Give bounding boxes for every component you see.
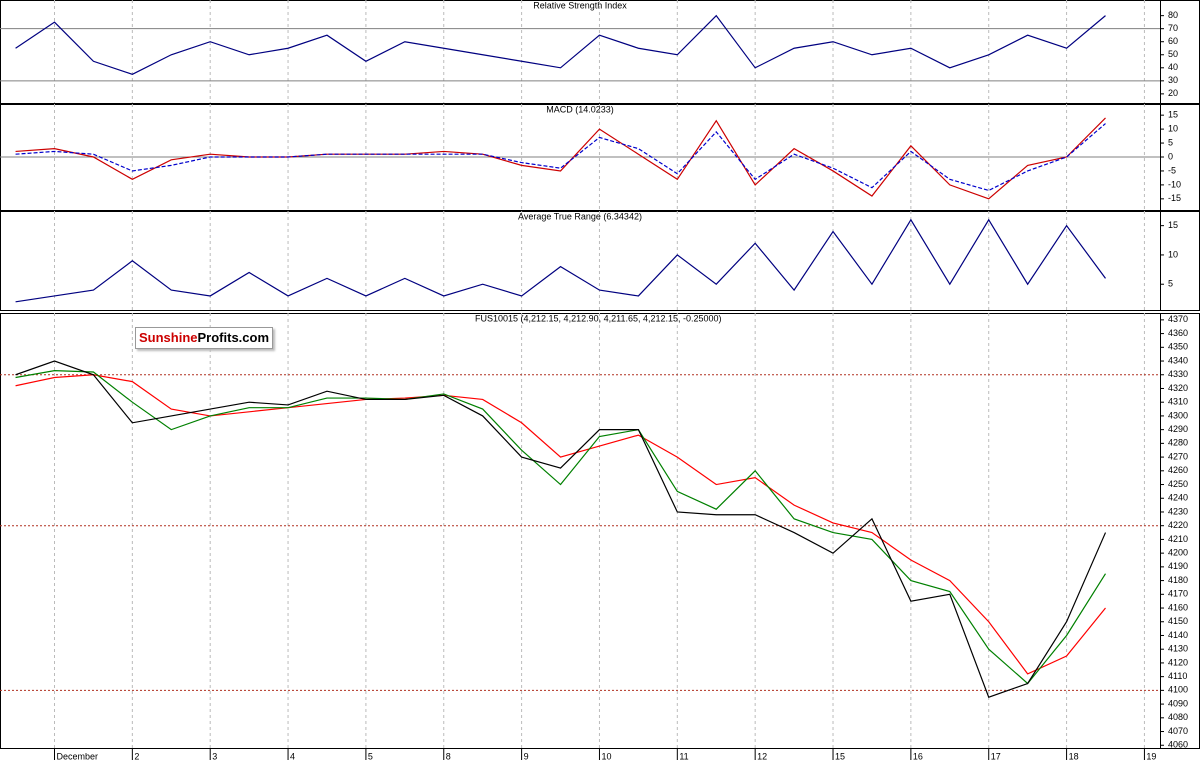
y-tick-label: 4230 <box>1168 506 1188 516</box>
panel-title: Average True Range (6.34342) <box>518 211 642 221</box>
panel-title: Relative Strength Index <box>533 0 627 10</box>
y-tick-label: 80 <box>1168 10 1178 20</box>
logo-rest: Profits.com <box>197 330 270 345</box>
y-tick-label: 4170 <box>1168 589 1188 599</box>
y-tick-label: 4280 <box>1168 438 1188 448</box>
y-tick-label: 4270 <box>1168 451 1188 461</box>
y-tick-label: 4300 <box>1168 410 1188 420</box>
y-tick-label: 4360 <box>1168 328 1188 338</box>
series-line <box>15 14 1106 75</box>
x-tick-label: 15 <box>835 751 845 761</box>
panel-frame <box>0 313 1200 749</box>
y-tick-label: 4070 <box>1168 726 1188 736</box>
y-tick-label: 4180 <box>1168 575 1188 585</box>
x-tick-label: 16 <box>913 751 923 761</box>
y-tick-label: 40 <box>1168 62 1178 72</box>
y-tick-label: 4150 <box>1168 616 1188 626</box>
y-tick-label: 0 <box>1168 151 1173 161</box>
y-tick-label: 20 <box>1168 88 1178 98</box>
y-tick-label: 4290 <box>1168 424 1188 434</box>
x-tick-label: 18 <box>1069 751 1079 761</box>
logo-brand: Sunshine <box>138 330 198 345</box>
y-tick-label: -15 <box>1168 193 1181 203</box>
x-tick-label: 4 <box>290 751 295 761</box>
y-tick-label: 4060 <box>1168 740 1188 750</box>
y-tick-label: 4250 <box>1168 479 1188 489</box>
y-tick-label: 4160 <box>1168 602 1188 612</box>
y-tick-label: 4130 <box>1168 644 1188 654</box>
y-tick-label: 4140 <box>1168 630 1188 640</box>
y-tick-label: 4080 <box>1168 712 1188 722</box>
y-tick-label: 4110 <box>1168 671 1187 681</box>
series-line <box>15 370 1107 685</box>
y-tick-label: 4330 <box>1168 369 1188 379</box>
y-tick-label: 10 <box>1168 123 1178 133</box>
y-tick-label: 4350 <box>1168 342 1188 352</box>
x-tick-label: 19 <box>1146 751 1156 761</box>
y-tick-label: 4200 <box>1168 548 1188 558</box>
y-tick-label: -5 <box>1168 165 1176 175</box>
x-tick-label: 2 <box>134 751 139 761</box>
panel-frame <box>0 211 1200 311</box>
y-tick-label: 50 <box>1168 49 1178 59</box>
series-line <box>15 360 1107 698</box>
y-tick-label: 15 <box>1168 110 1178 120</box>
y-tick-label: 4240 <box>1168 493 1188 503</box>
y-tick-label: 4220 <box>1168 520 1188 530</box>
y-tick-label: 5 <box>1168 137 1173 147</box>
y-tick-label: 4120 <box>1168 657 1188 667</box>
x-tick-label: 10 <box>601 751 611 761</box>
series-line <box>15 374 1106 675</box>
series-line <box>15 123 1106 192</box>
x-tick-label: 12 <box>757 751 767 761</box>
x-tick-label: 8 <box>446 751 451 761</box>
y-tick-label: 4090 <box>1168 698 1188 708</box>
panel-title: MACD (14.0233) <box>546 104 614 114</box>
x-tick-label: 17 <box>991 751 1001 761</box>
panel-title: FUS10015 (4,212.15, 4,212.90, 4,211.65, … <box>475 313 722 323</box>
x-tick-label: December <box>56 751 98 761</box>
y-tick-label: 4340 <box>1168 355 1188 365</box>
series-line <box>15 218 1106 303</box>
series-line <box>15 117 1106 200</box>
y-tick-label: 4190 <box>1168 561 1188 571</box>
x-tick-label: 9 <box>524 751 529 761</box>
y-tick-label: 4320 <box>1168 383 1188 393</box>
y-tick-label: 15 <box>1168 220 1178 230</box>
logo: SunshineProfits.com <box>135 327 273 349</box>
y-tick-label: 4370 <box>1168 314 1188 324</box>
y-tick-label: -10 <box>1168 179 1181 189</box>
y-tick-label: 4210 <box>1168 534 1188 544</box>
x-tick-label: 5 <box>368 751 373 761</box>
y-tick-label: 4260 <box>1168 465 1188 475</box>
y-tick-label: 4100 <box>1168 685 1188 695</box>
y-tick-label: 4310 <box>1168 397 1188 407</box>
y-tick-label: 60 <box>1168 36 1178 46</box>
y-tick-label: 10 <box>1168 249 1178 259</box>
y-tick-label: 5 <box>1168 279 1173 289</box>
x-tick-label: 3 <box>212 751 217 761</box>
y-tick-label: 70 <box>1168 23 1178 33</box>
x-tick-label: 11 <box>679 751 688 761</box>
y-tick-label: 30 <box>1168 75 1178 85</box>
